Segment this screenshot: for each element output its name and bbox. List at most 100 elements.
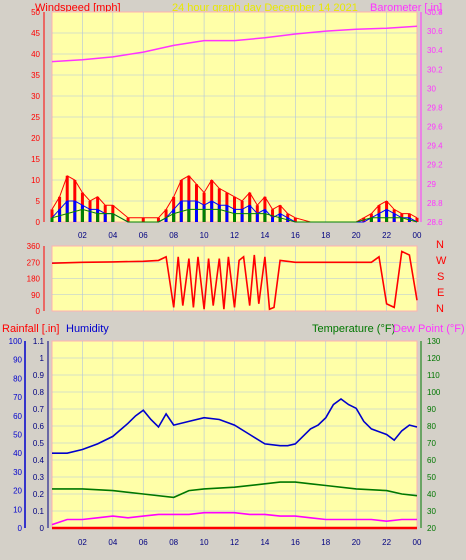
humidity-y-tick: 20 — [13, 487, 22, 496]
temperature-y-tick: 60 — [427, 456, 436, 465]
humidity-x-tick: 20 — [352, 538, 361, 547]
direction-y-tick: 180 — [27, 275, 41, 284]
temperature-y-tick: 40 — [427, 490, 436, 499]
wind-x-tick: 14 — [260, 231, 269, 240]
humidity-x-tick: 22 — [382, 538, 391, 547]
barometer-y-tick: 28.8 — [427, 199, 443, 208]
wind-y-tick: 30 — [31, 92, 40, 101]
wind-y-tick: 40 — [31, 50, 40, 59]
temperature-y-tick: 20 — [427, 524, 436, 533]
humidity-x-tick: 10 — [200, 538, 209, 547]
humidity-x-tick: 14 — [260, 538, 269, 547]
temperature-series — [52, 481, 418, 499]
wind-gust-series-outline — [51, 175, 418, 223]
compass-n-bottom: N — [436, 303, 444, 315]
direction-series — [51, 250, 418, 311]
wind-x-tick: 02 — [78, 231, 87, 240]
humidity-y-tick: 50 — [13, 431, 22, 440]
wind-x-tick: 08 — [169, 231, 178, 240]
humidity-y-tick: 70 — [13, 393, 22, 402]
rainfall-y-tick: 0 — [40, 524, 45, 533]
wind-speed-series-outline — [51, 200, 418, 223]
wind-y-tick: 45 — [31, 29, 40, 38]
compass-w: W — [436, 255, 447, 267]
temperature-y-tick: 130 — [427, 337, 441, 346]
humidity-y-tick: 10 — [13, 505, 22, 514]
barometer-y-tick: 30 — [427, 84, 436, 93]
wind-x-tick: 10 — [200, 231, 209, 240]
rainfall-y-tick: 0.9 — [33, 371, 45, 380]
graph-date-title: 24 hour graph day December 14 2021 — [172, 2, 358, 14]
wind-y-tick: 5 — [36, 197, 41, 206]
barometer-series — [51, 25, 418, 63]
dewpoint-title: Dew Point (°F) — [393, 323, 465, 335]
direction-y-tick: 270 — [27, 258, 41, 267]
humidity-series — [52, 398, 418, 455]
temperature-y-tick: 100 — [427, 388, 441, 397]
rainfall-title: Rainfall [.in] — [2, 323, 59, 335]
wind-y-tick: 0 — [36, 218, 41, 227]
barometer-y-tick: 30.4 — [427, 46, 443, 55]
wind-x-tick: 00 — [413, 231, 422, 240]
humidity-x-tick: 08 — [169, 538, 178, 547]
temperature-y-tick: 120 — [427, 354, 441, 363]
barometer-y-tick: 28.6 — [427, 218, 443, 227]
rainfall-y-tick: 0.3 — [33, 473, 45, 482]
wind-x-tick: 04 — [108, 231, 117, 240]
rainfall-y-tick: 0.1 — [33, 507, 45, 516]
temperature-y-tick: 90 — [427, 405, 436, 414]
humidity-title: Humidity — [66, 323, 109, 335]
rainfall-y-tick: 1 — [40, 354, 45, 363]
compass-e: E — [437, 287, 444, 299]
temperature-y-tick: 110 — [427, 371, 440, 380]
wind-y-tick: 15 — [31, 155, 40, 164]
wind-y-tick: 20 — [31, 134, 40, 143]
rainfall-y-tick: 0.2 — [33, 490, 45, 499]
rainfall-y-tick: 0.4 — [33, 456, 45, 465]
barometer-y-tick: 30.2 — [427, 65, 443, 74]
barometer-y-tick: 30.8 — [427, 8, 443, 17]
temperature-y-tick: 30 — [427, 507, 436, 516]
wind-y-tick: 25 — [31, 113, 40, 122]
humidity-x-tick: 16 — [291, 538, 300, 547]
barometer-y-tick: 29.4 — [427, 142, 443, 151]
wind-y-tick: 10 — [31, 176, 40, 185]
temperature-y-tick: 50 — [427, 473, 436, 482]
temperature-y-tick: 80 — [427, 422, 436, 431]
rainfall-y-tick: 0.5 — [33, 439, 45, 448]
humidity-y-tick: 0 — [18, 524, 23, 533]
barometer-title: Barometer [.in] — [370, 2, 442, 14]
barometer-y-tick: 29.8 — [427, 103, 443, 112]
humidity-y-tick: 60 — [13, 412, 22, 421]
wind-x-tick: 12 — [230, 231, 239, 240]
direction-y-tick: 0 — [36, 307, 41, 316]
rainfall-y-tick: 0.8 — [33, 388, 45, 397]
wind-y-tick: 50 — [31, 8, 40, 17]
humidity-x-tick: 12 — [230, 538, 239, 547]
humidity-x-tick: 18 — [321, 538, 330, 547]
compass-n-top: N — [436, 239, 444, 251]
dewpoint-series — [51, 511, 417, 526]
humidity-x-tick: 02 — [78, 538, 87, 547]
temperature-y-tick: 70 — [427, 439, 436, 448]
wind-x-tick: 06 — [139, 231, 148, 240]
rainfall-y-tick: 0.6 — [33, 422, 45, 431]
compass-s: S — [437, 271, 444, 283]
barometer-y-tick: 29 — [427, 180, 436, 189]
rainfall-y-tick: 0.7 — [33, 405, 45, 414]
barometer-y-tick: 29.2 — [427, 161, 443, 170]
humidity-y-tick: 90 — [13, 356, 22, 365]
barometer-y-tick: 29.6 — [427, 123, 443, 132]
humidity-x-tick: 04 — [108, 538, 117, 547]
wind-x-tick: 20 — [352, 231, 361, 240]
direction-y-tick: 90 — [31, 291, 40, 300]
direction-y-tick: 360 — [27, 242, 41, 251]
barometer-y-tick: 30.6 — [427, 27, 443, 36]
windspeed-title: Windspeed [mph] — [35, 2, 121, 14]
humidity-x-tick: 00 — [413, 538, 422, 547]
temperature-title: Temperature (°F) — [312, 323, 395, 335]
humidity-x-tick: 06 — [139, 538, 148, 547]
humidity-y-tick: 80 — [13, 374, 22, 383]
